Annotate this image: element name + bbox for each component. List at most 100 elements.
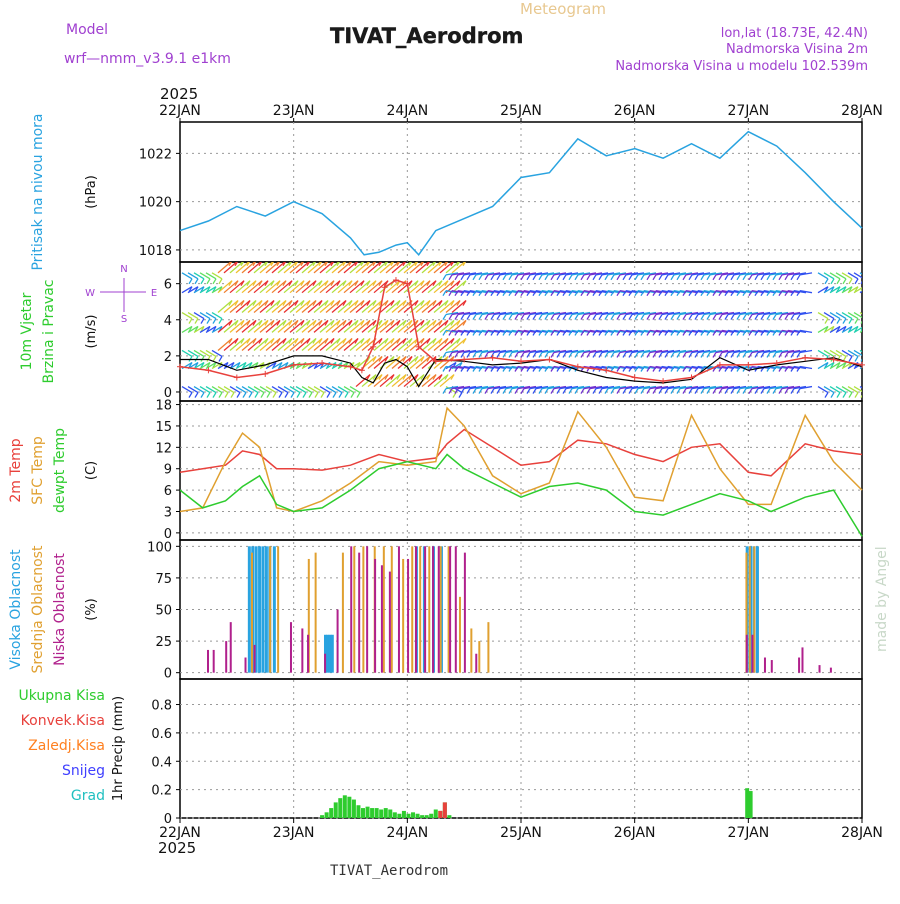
wind-barb-tick bbox=[688, 330, 693, 336]
wind-barb-tick bbox=[236, 362, 241, 368]
wind-barb-tick bbox=[640, 366, 645, 372]
wind-barb-tick bbox=[194, 326, 199, 332]
watermark: made by Angel bbox=[874, 546, 890, 652]
wind-barb-tick bbox=[448, 314, 453, 320]
wind-barb bbox=[229, 280, 245, 294]
wind-barb-tick bbox=[462, 338, 467, 344]
wind-barb-tick bbox=[778, 274, 783, 281]
wind-barb bbox=[463, 385, 477, 390]
wind-barb-tick bbox=[212, 326, 217, 332]
wind-barb-tick bbox=[484, 388, 489, 394]
wind-barb-tick bbox=[748, 314, 753, 320]
wind-barb bbox=[727, 272, 741, 276]
wind-barb-tick bbox=[742, 290, 747, 297]
wind-barb bbox=[613, 349, 627, 354]
wind-barb-tick bbox=[622, 366, 627, 372]
wind-barb-tick bbox=[408, 374, 413, 380]
wind-barb bbox=[361, 319, 377, 333]
x-tick-label-top: 22JAN bbox=[159, 103, 201, 119]
wind-barb-tick bbox=[664, 330, 669, 336]
wind-barb bbox=[211, 286, 223, 294]
wind-barb bbox=[445, 385, 459, 390]
wind-barb-tick bbox=[490, 314, 495, 320]
wind-barb bbox=[433, 356, 449, 370]
wind-barb-tick bbox=[706, 330, 711, 336]
wind-barb bbox=[343, 319, 359, 333]
wind-barb bbox=[445, 337, 461, 351]
wind-barb bbox=[271, 319, 287, 333]
wind-barb bbox=[769, 349, 783, 354]
wind-barb-tick bbox=[432, 356, 437, 362]
wind-barb bbox=[469, 311, 483, 316]
wind-barb-tick bbox=[206, 318, 211, 324]
wind-barb-tick bbox=[320, 392, 325, 398]
wind-barb-tick bbox=[580, 290, 585, 297]
wind-barb-tick bbox=[562, 314, 567, 320]
wind-barb bbox=[829, 349, 841, 358]
bar-srednja-oblacnost bbox=[478, 641, 481, 673]
wind-barb bbox=[703, 349, 717, 354]
wind-barb bbox=[565, 311, 579, 316]
wind-barb-tick bbox=[342, 338, 347, 344]
compass-rose: NW ES bbox=[85, 264, 157, 325]
wind-barb bbox=[583, 349, 597, 354]
wind-barb-tick bbox=[372, 320, 377, 326]
wind-barb bbox=[649, 272, 663, 276]
wind-barb-tick bbox=[556, 330, 561, 336]
wind-barb-tick bbox=[824, 326, 829, 332]
wind-barb-tick bbox=[366, 374, 371, 380]
wind-barb-tick bbox=[318, 280, 323, 287]
wind-barb-tick bbox=[188, 362, 193, 368]
bar-ukupna-kisa bbox=[401, 810, 406, 818]
wind-barb bbox=[367, 300, 383, 314]
wind-barb bbox=[343, 361, 355, 370]
wind-barb bbox=[199, 349, 211, 358]
wind-barb-tick bbox=[574, 274, 579, 281]
wind-barb-tick bbox=[442, 388, 447, 394]
wind-barb bbox=[391, 319, 407, 333]
wind-barb-tick bbox=[766, 274, 771, 281]
wind-barb bbox=[499, 272, 513, 276]
wind-barb bbox=[727, 311, 741, 316]
wind-barb bbox=[385, 337, 401, 351]
wind-barb-tick bbox=[664, 274, 669, 281]
wind-barb bbox=[367, 319, 383, 333]
lonlat-label: lon,lat (18.73E, 42.4N) bbox=[721, 26, 868, 41]
wind-barb-tick bbox=[300, 300, 305, 306]
wind-barb bbox=[253, 280, 269, 294]
wind-barb bbox=[793, 349, 807, 354]
wind-barb-tick bbox=[760, 314, 765, 320]
wind-barb-tick bbox=[658, 314, 663, 320]
wind-barb bbox=[655, 272, 669, 276]
wind-barb bbox=[253, 262, 268, 274]
wind-barb bbox=[745, 311, 759, 316]
wind-barb-tick bbox=[520, 290, 525, 297]
bar-ukupna-kisa bbox=[424, 815, 429, 818]
wind-barb-tick bbox=[350, 392, 355, 398]
wind-barb bbox=[223, 319, 239, 333]
wind-barb bbox=[397, 280, 413, 294]
bar-visoka-oblacnost bbox=[326, 634, 330, 673]
wind-barb-tick bbox=[200, 326, 205, 332]
wind-barb bbox=[403, 319, 419, 333]
x-tick-label-bottom: 24JAN bbox=[386, 825, 428, 841]
wind-barb-tick bbox=[218, 356, 223, 362]
wind-barb bbox=[835, 349, 847, 358]
wind-barb bbox=[757, 349, 771, 354]
wind-barb bbox=[499, 385, 513, 390]
wind-barb-tick bbox=[718, 330, 723, 336]
wind-barb-tick bbox=[212, 392, 217, 398]
wind-barb bbox=[835, 286, 847, 294]
wind-barb-tick bbox=[688, 352, 693, 358]
wind-barb-tick bbox=[772, 366, 777, 372]
wind-barb-tick bbox=[264, 338, 269, 344]
wind-barb bbox=[451, 311, 465, 316]
wind-barb bbox=[739, 311, 753, 316]
wind-barb bbox=[439, 280, 455, 294]
wind-barb-tick bbox=[694, 388, 699, 394]
bar-niska-oblacnost bbox=[212, 649, 215, 673]
wind-barb-tick bbox=[390, 338, 395, 344]
wind-barb-tick bbox=[842, 362, 847, 368]
bar-visoka-oblacnost bbox=[261, 546, 265, 673]
